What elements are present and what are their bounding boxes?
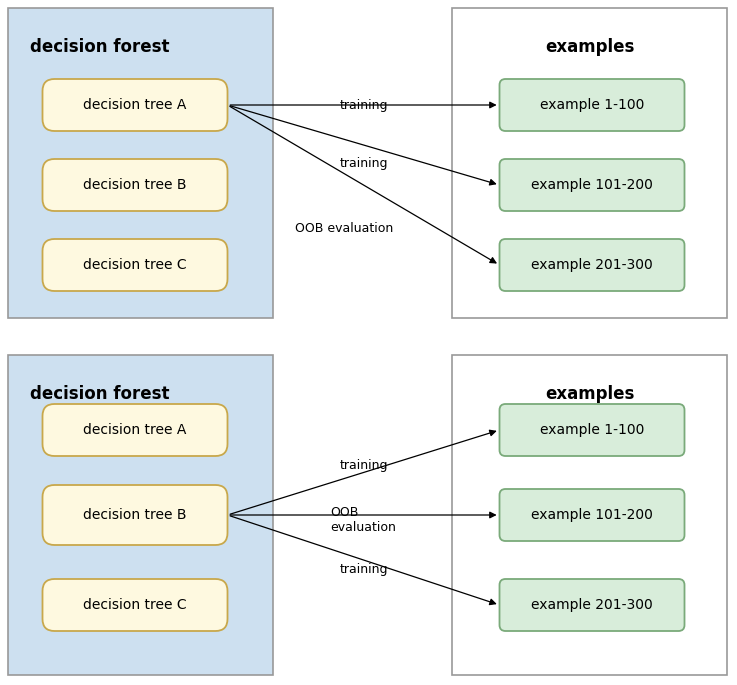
- FancyBboxPatch shape: [500, 239, 685, 291]
- FancyBboxPatch shape: [500, 404, 685, 456]
- Text: training: training: [340, 99, 388, 112]
- FancyBboxPatch shape: [43, 79, 228, 131]
- Text: decision forest: decision forest: [30, 38, 170, 56]
- FancyBboxPatch shape: [8, 8, 273, 318]
- Text: example 101-200: example 101-200: [531, 508, 653, 522]
- FancyBboxPatch shape: [8, 355, 273, 675]
- FancyBboxPatch shape: [43, 239, 228, 291]
- Text: OOB
evaluation: OOB evaluation: [330, 506, 396, 534]
- Text: decision tree C: decision tree C: [83, 598, 186, 612]
- Text: OOB evaluation: OOB evaluation: [295, 221, 394, 234]
- FancyBboxPatch shape: [43, 159, 228, 211]
- FancyBboxPatch shape: [500, 79, 685, 131]
- FancyBboxPatch shape: [500, 159, 685, 211]
- FancyBboxPatch shape: [500, 579, 685, 631]
- Text: decision tree C: decision tree C: [83, 258, 186, 272]
- Text: training: training: [340, 564, 388, 577]
- Text: examples: examples: [545, 38, 635, 56]
- Text: decision tree B: decision tree B: [83, 508, 186, 522]
- Text: decision forest: decision forest: [30, 385, 170, 403]
- Text: training: training: [340, 156, 388, 169]
- FancyBboxPatch shape: [452, 8, 727, 318]
- Text: example 101-200: example 101-200: [531, 178, 653, 192]
- FancyBboxPatch shape: [43, 579, 228, 631]
- Text: decision tree B: decision tree B: [83, 178, 186, 192]
- Text: decision tree A: decision tree A: [83, 98, 186, 112]
- Text: example 1-100: example 1-100: [539, 423, 644, 437]
- Text: example 201-300: example 201-300: [531, 258, 653, 272]
- FancyBboxPatch shape: [43, 404, 228, 456]
- Text: example 1-100: example 1-100: [539, 98, 644, 112]
- Text: training: training: [340, 458, 388, 471]
- Text: decision tree A: decision tree A: [83, 423, 186, 437]
- Text: example 201-300: example 201-300: [531, 598, 653, 612]
- FancyBboxPatch shape: [43, 485, 228, 545]
- Text: examples: examples: [545, 385, 635, 403]
- FancyBboxPatch shape: [500, 489, 685, 541]
- FancyBboxPatch shape: [452, 355, 727, 675]
